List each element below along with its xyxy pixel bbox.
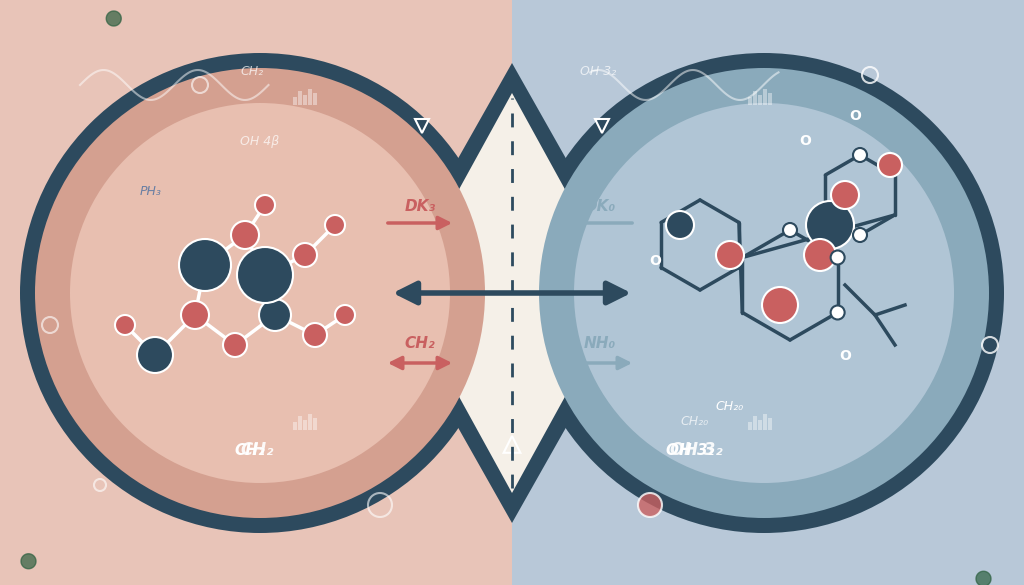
Bar — [293, 97, 297, 105]
Bar — [308, 89, 312, 105]
Text: NH₀: NH₀ — [584, 336, 616, 351]
Polygon shape — [512, 0, 1024, 585]
Polygon shape — [402, 93, 622, 493]
Bar — [313, 93, 317, 105]
Polygon shape — [0, 0, 512, 585]
Circle shape — [716, 241, 744, 269]
Circle shape — [762, 287, 798, 323]
FancyArrowPatch shape — [569, 357, 629, 369]
Circle shape — [804, 239, 836, 271]
Circle shape — [115, 315, 135, 335]
Text: O: O — [799, 134, 811, 148]
Circle shape — [335, 305, 355, 325]
Circle shape — [574, 103, 954, 483]
FancyArrowPatch shape — [399, 283, 625, 302]
Circle shape — [853, 148, 867, 162]
Bar — [298, 416, 302, 430]
Bar — [303, 420, 307, 430]
Text: CH₂₀: CH₂₀ — [680, 415, 709, 428]
Bar — [303, 95, 307, 105]
Bar — [748, 97, 752, 105]
Circle shape — [181, 301, 209, 329]
Circle shape — [223, 333, 247, 357]
Text: CH₂: CH₂ — [234, 443, 265, 458]
Text: OH 3₂: OH 3₂ — [670, 441, 723, 459]
Circle shape — [255, 195, 275, 215]
Bar — [758, 95, 762, 105]
Text: CH₂: CH₂ — [404, 336, 435, 351]
Bar — [753, 91, 757, 105]
Circle shape — [231, 221, 259, 249]
FancyArrowPatch shape — [391, 357, 449, 369]
FancyArrowPatch shape — [569, 218, 632, 229]
Polygon shape — [22, 554, 36, 569]
Circle shape — [35, 68, 485, 518]
Polygon shape — [106, 11, 121, 26]
Circle shape — [666, 211, 694, 239]
Circle shape — [783, 223, 797, 237]
Circle shape — [303, 323, 327, 347]
Circle shape — [806, 201, 854, 249]
Text: CH₂: CH₂ — [240, 441, 273, 459]
Circle shape — [70, 103, 450, 483]
Bar — [298, 91, 302, 105]
Bar — [308, 414, 312, 430]
Text: DK₀: DK₀ — [585, 199, 615, 214]
Text: DK₃: DK₃ — [404, 199, 435, 214]
FancyArrowPatch shape — [388, 218, 449, 229]
Text: OH 3₂: OH 3₂ — [580, 65, 616, 78]
Text: O: O — [649, 254, 660, 268]
Text: O: O — [849, 109, 861, 123]
Text: O: O — [839, 349, 851, 363]
Text: OH 4β: OH 4β — [240, 135, 280, 148]
Text: PH₃: PH₃ — [140, 185, 162, 198]
Polygon shape — [382, 63, 642, 523]
Circle shape — [853, 228, 867, 242]
Circle shape — [830, 250, 845, 264]
Circle shape — [830, 305, 845, 319]
Bar — [758, 420, 762, 430]
Circle shape — [325, 215, 345, 235]
Circle shape — [179, 239, 231, 291]
Bar — [293, 422, 297, 430]
Circle shape — [638, 493, 662, 517]
Circle shape — [137, 337, 173, 373]
Bar — [313, 418, 317, 430]
Text: OH 3₂: OH 3₂ — [666, 443, 714, 458]
Bar — [753, 416, 757, 430]
Circle shape — [20, 53, 500, 533]
Text: CH₂: CH₂ — [240, 65, 263, 78]
Bar — [763, 89, 767, 105]
Circle shape — [237, 247, 293, 303]
Circle shape — [247, 257, 283, 293]
Bar — [768, 93, 772, 105]
Text: CH₂₀: CH₂₀ — [716, 400, 744, 413]
Bar — [763, 414, 767, 430]
Bar — [768, 418, 772, 430]
Circle shape — [259, 299, 291, 331]
Circle shape — [293, 243, 317, 267]
Bar — [748, 422, 752, 430]
Circle shape — [831, 181, 859, 209]
Circle shape — [878, 153, 902, 177]
Circle shape — [185, 245, 225, 285]
Circle shape — [524, 53, 1004, 533]
Circle shape — [539, 68, 989, 518]
Polygon shape — [976, 571, 991, 585]
